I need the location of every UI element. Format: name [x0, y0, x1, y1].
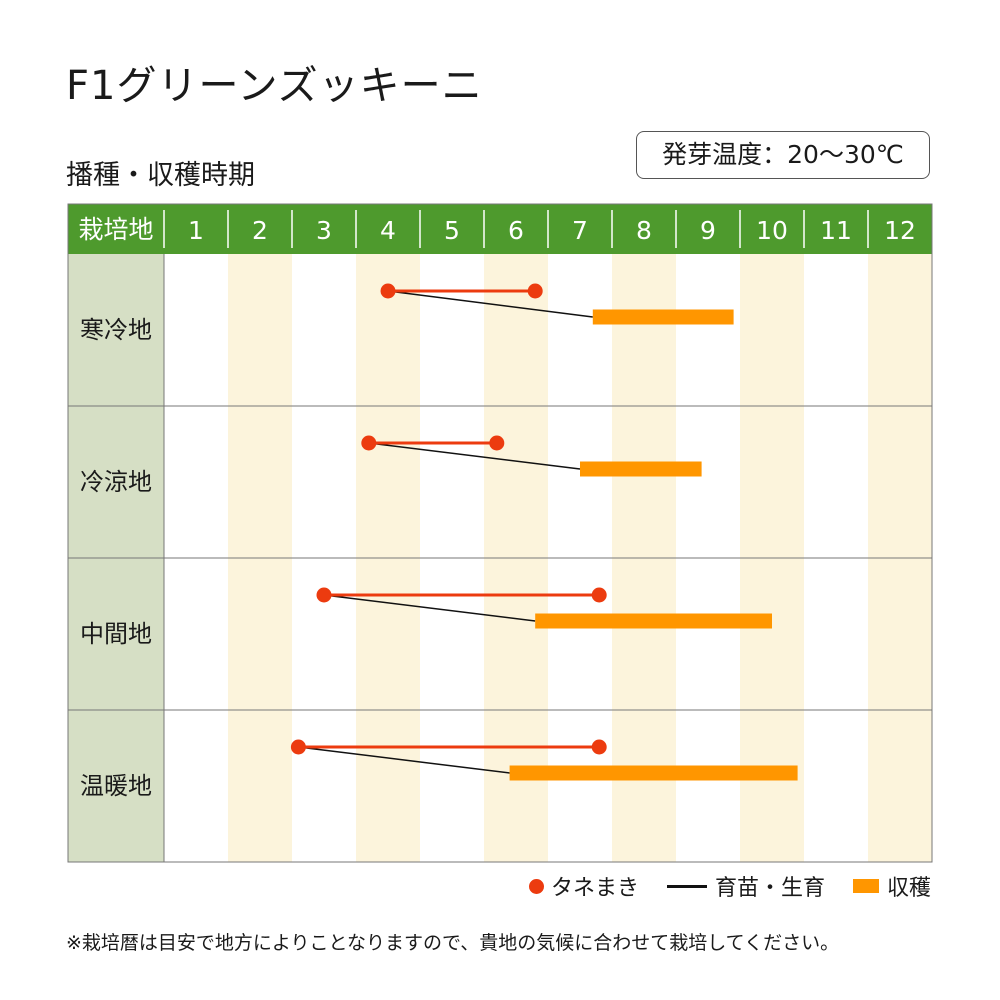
harvest-bar-icon [852, 879, 879, 893]
month-label-9: 9 [700, 216, 716, 245]
seedling-line [298, 746, 510, 774]
month-label-3: 3 [316, 216, 332, 245]
footnote: ※栽培暦は目安で地方によりことなりますので、貴地の気候に合わせて栽培してください… [66, 932, 840, 954]
sowing-end-dot [489, 435, 505, 451]
legend-harvest-label: 収穫 [886, 876, 931, 901]
legend-sowing: タネまき [528, 870, 639, 902]
sowing-start-dot [380, 283, 396, 299]
seedling-line [387, 290, 593, 318]
legend-seedling-label: 育苗・生育 [714, 876, 825, 901]
month-label-4: 4 [380, 216, 396, 245]
page-title: F1グリーンズッキーニ [66, 63, 483, 109]
harvest-bar [580, 461, 702, 477]
header-label: 栽培地 [78, 215, 153, 244]
month-label-1: 1 [188, 216, 204, 245]
chart-subtitle: 播種・収穫時期 [66, 160, 255, 191]
seedling-line-icon [666, 884, 707, 888]
sowing-end-dot [591, 739, 607, 755]
sowing-dot-icon [528, 878, 544, 894]
legend-harvest: 収穫 [852, 870, 931, 902]
seedling-line [368, 442, 581, 470]
sowing-end-dot [591, 587, 607, 603]
legend-seedling: 育苗・生育 [666, 870, 825, 902]
harvest-bar [535, 613, 772, 629]
month-label-7: 7 [572, 216, 588, 245]
germination-temp-badge: 発芽温度：20～30℃ [636, 131, 930, 179]
month-label-8: 8 [636, 216, 652, 245]
legend-sowing-label: タネまき [550, 876, 639, 901]
sowing-start-dot [290, 739, 306, 755]
row-label-3: 中間地 [80, 620, 152, 648]
month-label-11: 11 [820, 216, 852, 245]
month-label-6: 6 [508, 216, 524, 245]
row-label-1: 寒冷地 [80, 316, 152, 344]
row-label-2: 冷涼地 [80, 468, 152, 496]
seedling-line [323, 594, 536, 622]
harvest-bar [592, 309, 734, 325]
chart-header-bar [68, 204, 932, 254]
month-label-12: 12 [884, 216, 916, 245]
chart-frame [67, 203, 933, 863]
month-label-5: 5 [444, 216, 460, 245]
chart-legend: タネまき 育苗・生育 収穫 [501, 870, 931, 902]
sowing-end-dot [527, 283, 543, 299]
sowing-start-dot [316, 587, 332, 603]
month-label-10: 10 [756, 216, 788, 245]
harvest-bar [509, 765, 798, 781]
month-label-2: 2 [252, 216, 268, 245]
sowing-start-dot [361, 435, 377, 451]
row-label-4: 温暖地 [80, 772, 152, 800]
